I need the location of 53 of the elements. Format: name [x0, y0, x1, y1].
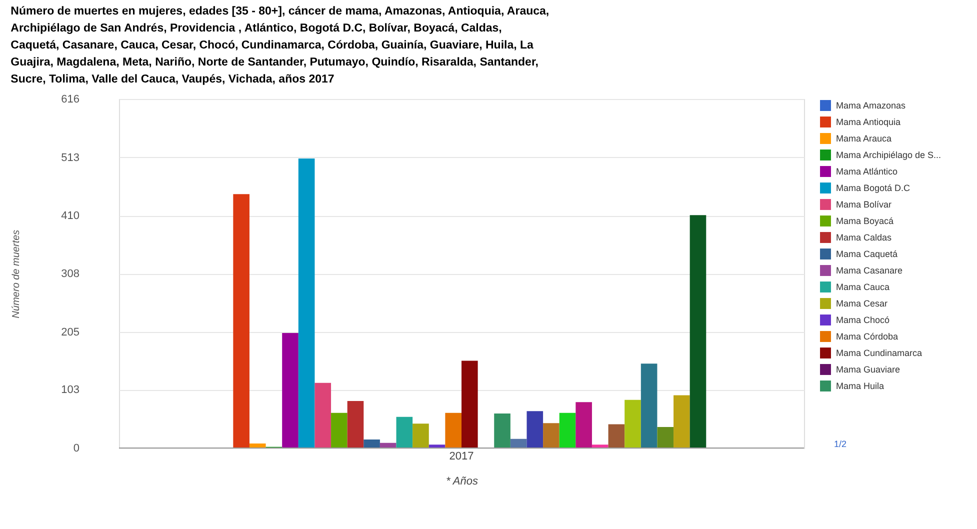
legend-label: Mama Huila	[836, 381, 884, 391]
y-tick-label: 205	[61, 326, 80, 338]
bar	[298, 158, 315, 448]
bar	[282, 332, 298, 448]
legend-label: Mama Bogotá D.C	[836, 183, 911, 193]
legend-label: Mama Bolívar	[836, 200, 892, 210]
legend-label: Mama Córdoba	[836, 332, 898, 342]
bar	[510, 438, 527, 448]
y-tick-label: 103	[61, 384, 80, 396]
bar	[576, 402, 592, 448]
bar	[559, 412, 576, 448]
legend-label: Mama Amazonas	[836, 100, 906, 110]
bar	[347, 400, 364, 448]
bar	[364, 440, 380, 448]
y-tick-label: 410	[61, 210, 80, 222]
bar	[674, 395, 690, 448]
legend-label: Mama Antioquia	[836, 117, 901, 127]
y-tick-label: 308	[61, 268, 80, 280]
bar	[690, 215, 706, 448]
legend-label: Mama Archipiélago de S...	[836, 150, 942, 160]
bar	[445, 412, 462, 448]
legend-label: Mama Arauca	[836, 134, 892, 144]
legend-label: Mama Caquetá	[836, 249, 898, 259]
bar	[331, 412, 348, 448]
bar	[543, 423, 560, 448]
bar	[608, 424, 625, 448]
bar	[233, 194, 250, 448]
legend-label: Mama Cauca	[836, 282, 890, 292]
legend-label: Mama Cundinamarca	[836, 348, 922, 358]
y-axis-title: Número de muertes	[11, 230, 22, 318]
bar	[526, 411, 544, 448]
bar	[314, 382, 332, 448]
chart-title: Número de muertes en mujeres, edades [35 - 80+], cáncer de mama, Amazonas, Antioquia, Arauca, Archipiélago de San Andrés, Providencia , Atlántico, Bogotá D.C, Bolívar, Boyacá, Caldas, Caquetá, Casanare, Cauca, Cesar, Chocó, Cundinamarca, Córdoba, Guainía, Guaviare, Huila, La Guajira, Magdalena, Meta, Nariño, Norte de Santander, Putumayo, Quindío, Risaralda, Santander, Sucre, Tolima, Valle del Cauca, Vaupés, Vichada, años 2017	[10, 6, 550, 86]
legend-label: Mama Atlántico	[836, 166, 898, 176]
x-axis-title: * Años	[446, 476, 478, 488]
bar	[396, 416, 413, 448]
bar	[494, 413, 510, 448]
legend-label: Mama Chocó	[836, 315, 890, 325]
text: 1/2	[834, 439, 847, 449]
bar	[624, 400, 641, 448]
bar	[412, 424, 429, 448]
bar	[640, 364, 658, 448]
bar	[657, 427, 674, 448]
legend-label: Mama Caldas	[836, 232, 892, 242]
legend-label: Mama Guaviare	[836, 364, 900, 374]
y-tick-label: 616	[61, 94, 80, 106]
y-tick-label: 0	[73, 442, 80, 454]
x-tick-label: 2017	[449, 450, 474, 462]
legend-label: Mama Boyacá	[836, 216, 894, 226]
bar	[462, 360, 478, 448]
legend-label: Mama Casanare	[836, 266, 903, 276]
y-tick-label: 513	[61, 152, 80, 164]
legend-label: Mama Cesar	[836, 298, 888, 308]
